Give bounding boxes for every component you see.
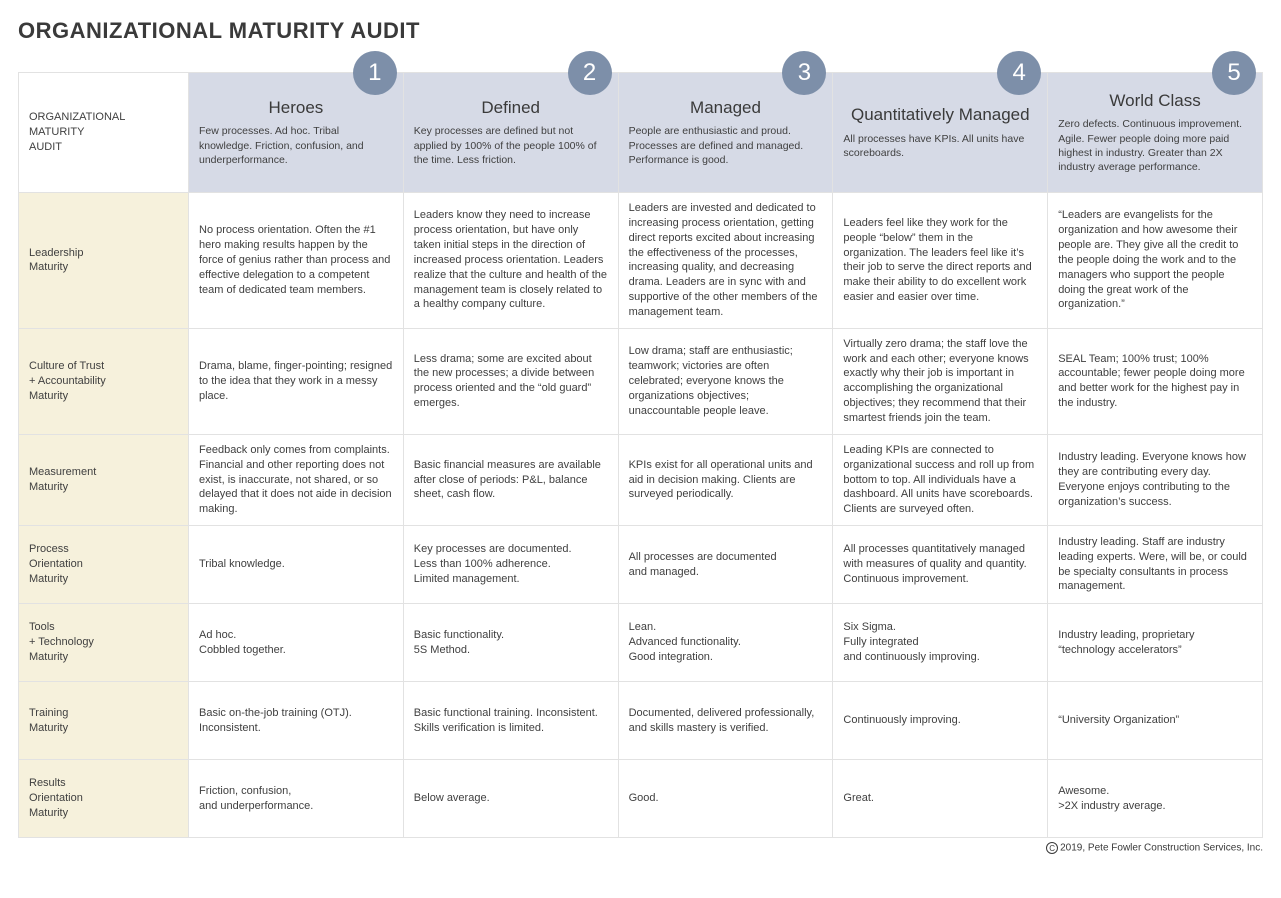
row-label: ProcessOrientationMaturity [19,526,189,604]
cell: Friction, confusion,and underperformance… [189,760,404,838]
level-badge: 4 [997,51,1041,95]
cell: Industry leading, proprietary “technolog… [1048,604,1263,682]
cell: Ad hoc.Cobbled together. [189,604,404,682]
cell: Low drama; staff are enthusiastic; teamw… [618,328,833,434]
table-row: Tools+ TechnologyMaturityAd hoc.Cobbled … [19,604,1263,682]
table-row: LeadershipMaturityNo process orientation… [19,193,1263,329]
cell: Industry leading. Everyone knows how the… [1048,434,1263,525]
level-badge: 3 [782,51,826,95]
cell: Less drama; some are excited about the n… [403,328,618,434]
cell: Documented, delivered professionally, an… [618,682,833,760]
cell: Continuously improving. [833,682,1048,760]
cell: All processes are documentedand managed. [618,526,833,604]
cell: Tribal knowledge. [189,526,404,604]
level-title: Defined [414,98,608,118]
cell: Basic financial measures are available a… [403,434,618,525]
corner-label: ORGANIZATIONALMATURITYAUDIT [19,73,189,193]
footer-text: 2019, Pete Fowler Construction Services,… [1060,843,1263,854]
cell: Great. [833,760,1048,838]
table-body: LeadershipMaturityNo process orientation… [19,193,1263,838]
cell: “Leaders are evangelists for the organiz… [1048,193,1263,329]
level-badge: 5 [1212,51,1256,95]
row-label: Culture of Trust+ AccountabilityMaturity [19,328,189,434]
cell: SEAL Team; 100% trust; 100% accountable;… [1048,328,1263,434]
level-head-4: 4Quantitatively ManagedAll processes hav… [833,73,1048,193]
row-label: Tools+ TechnologyMaturity [19,604,189,682]
cell: Key processes are documented.Less than 1… [403,526,618,604]
cell: “University Organization” [1048,682,1263,760]
level-title: Heroes [199,98,393,118]
level-title: Quantitatively Managed [843,105,1037,125]
table-row: ResultsOrientationMaturityFriction, conf… [19,760,1263,838]
level-title: Managed [629,98,823,118]
table-row: TrainingMaturityBasic on-the-job trainin… [19,682,1263,760]
level-title: World Class [1058,91,1252,111]
page-title: ORGANIZATIONAL MATURITY AUDIT [18,18,1263,44]
row-label: LeadershipMaturity [19,193,189,329]
cell: Basic functional training. Inconsistent.… [403,682,618,760]
level-desc: People are enthusiastic and proud. Proce… [629,124,823,167]
table-row: ProcessOrientationMaturityTribal knowled… [19,526,1263,604]
table-row: Culture of Trust+ AccountabilityMaturity… [19,328,1263,434]
level-desc: Key processes are defined but not applie… [414,124,608,167]
cell: Awesome.>2X industry average. [1048,760,1263,838]
cell: Leading KPIs are connected to organizati… [833,434,1048,525]
cell: Basic functionality.5S Method. [403,604,618,682]
cell: Feedback only comes from complaints. Fin… [189,434,404,525]
level-head-5: 5World ClassZero defects. Continuous imp… [1048,73,1263,193]
level-badge: 1 [353,51,397,95]
cell: Virtually zero drama; the staff love the… [833,328,1048,434]
maturity-table: ORGANIZATIONALMATURITYAUDIT 1HeroesFew p… [18,72,1263,838]
cell: Drama, blame, finger-pointing; resigned … [189,328,404,434]
level-desc: Few processes. Ad hoc. Tribal knowledge.… [199,124,393,167]
cell: Leaders are invested and dedicated to in… [618,193,833,329]
cell: Good. [618,760,833,838]
cell: No process orientation. Often the #1 her… [189,193,404,329]
header-row: ORGANIZATIONALMATURITYAUDIT 1HeroesFew p… [19,73,1263,193]
level-head-1: 1HeroesFew processes. Ad hoc. Tribal kno… [189,73,404,193]
level-desc: Zero defects. Continuous improvement. Ag… [1058,117,1252,174]
cell: KPIs exist for all operational units and… [618,434,833,525]
level-head-2: 2DefinedKey processes are defined but no… [403,73,618,193]
level-head-3: 3ManagedPeople are enthusiastic and prou… [618,73,833,193]
row-label: ResultsOrientationMaturity [19,760,189,838]
row-label: TrainingMaturity [19,682,189,760]
level-desc: All processes have KPIs. All units have … [843,132,1037,160]
cell: All processes quantitatively managed wit… [833,526,1048,604]
row-label: MeasurementMaturity [19,434,189,525]
table-row: MeasurementMaturityFeedback only comes f… [19,434,1263,525]
cell: Leaders feel like they work for the peop… [833,193,1048,329]
copyright-icon: C [1046,842,1058,854]
cell: Basic on-the-job training (OTJ). Inconsi… [189,682,404,760]
cell: Leaders know they need to increase proce… [403,193,618,329]
cell: Below average. [403,760,618,838]
cell: Lean.Advanced functionality.Good integra… [618,604,833,682]
level-badge: 2 [568,51,612,95]
cell: Industry leading. Staff are industry lea… [1048,526,1263,604]
footer: C2019, Pete Fowler Construction Services… [18,842,1263,854]
cell: Six Sigma.Fully integratedand continuous… [833,604,1048,682]
